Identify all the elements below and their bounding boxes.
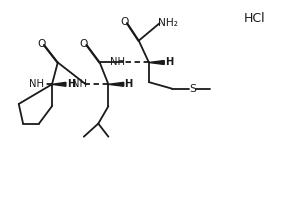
Polygon shape	[149, 61, 164, 65]
Text: NH₂: NH₂	[158, 18, 178, 28]
Text: NH: NH	[29, 79, 44, 89]
Text: H: H	[124, 79, 133, 89]
Text: H: H	[165, 57, 173, 67]
Text: S: S	[189, 84, 196, 94]
Text: O: O	[120, 17, 128, 27]
Text: NH: NH	[110, 57, 125, 67]
Text: HCl: HCl	[244, 12, 265, 25]
Text: NH: NH	[72, 79, 87, 89]
Text: O: O	[80, 39, 88, 49]
Polygon shape	[108, 82, 124, 86]
Polygon shape	[52, 82, 66, 86]
Text: O: O	[37, 39, 46, 49]
Text: H: H	[67, 79, 75, 89]
